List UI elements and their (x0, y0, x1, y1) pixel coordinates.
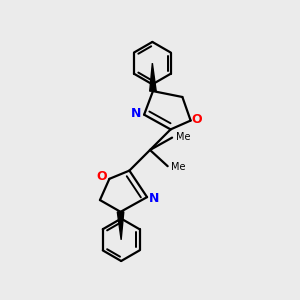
Text: O: O (97, 170, 107, 183)
Text: Me: Me (171, 162, 186, 172)
Polygon shape (117, 212, 124, 240)
Polygon shape (150, 63, 156, 91)
Text: O: O (192, 112, 203, 126)
Text: Me: Me (176, 132, 190, 142)
Text: N: N (131, 107, 141, 120)
Text: N: N (149, 192, 160, 205)
